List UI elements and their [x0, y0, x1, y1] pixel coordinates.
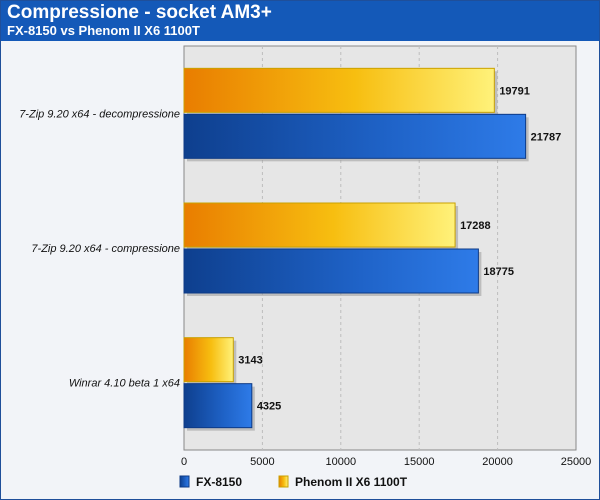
- bar-fx-8150-7-zip-9-20-x64-decompressione: [183, 113, 527, 159]
- x-tick-label: 25000: [561, 456, 592, 468]
- x-tick-label: 0: [181, 456, 187, 468]
- bar-phenom-ii-x6-1100t-7-zip-9-20-x64-decompressione: [183, 67, 495, 113]
- data-label: 18775: [483, 266, 514, 278]
- x-tick-label: 10000: [326, 456, 357, 468]
- data-label: 19791: [499, 85, 530, 97]
- data-label: 21787: [531, 131, 562, 143]
- chart-header: Compressione - socket AM3+ FX-8150 vs Ph…: [1, 1, 599, 41]
- labels: 0 5000 10000 15000 20000 25000 7-Zip 9.20 x64 …: [19, 85, 591, 468]
- data-label: 4325: [257, 401, 281, 413]
- x-tick-label: 20000: [482, 456, 513, 468]
- bar-phenom-ii-x6-1100t-winrar-4-10-beta-1-x64: [183, 337, 234, 383]
- data-label: 3143: [238, 355, 262, 367]
- data-label: 17288: [460, 220, 491, 232]
- category-label: 7-Zip 9.20 x64 - decompressione: [19, 108, 180, 120]
- category-label: 7-Zip 9.20 x64 - compressione: [31, 243, 180, 255]
- chart-title: Compressione - socket AM3+: [7, 2, 272, 23]
- bars: [183, 67, 529, 431]
- chart-subtitle: FX-8150 vs Phenom II X6 1100T: [7, 23, 200, 38]
- bar-phenom-ii-x6-1100t-7-zip-9-20-x64-compressione: [183, 202, 456, 248]
- legend: FX-8150 Phenom II X6 1100T: [179, 475, 408, 489]
- legend-swatch-fx-8150: [179, 475, 190, 488]
- x-tick-label: 5000: [250, 456, 274, 468]
- x-tick-label: 15000: [404, 456, 435, 468]
- category-label: Winrar 4.10 beta 1 x64: [69, 378, 180, 390]
- bar-fx-8150-winrar-4-10-beta-1-x64: [183, 383, 253, 429]
- legend-swatch-phenom-ii-x6-1100t: [278, 475, 289, 488]
- bar-fx-8150-7-zip-9-20-x64-compressione: [183, 248, 479, 294]
- legend-label-fx-8150: FX-8150: [196, 475, 242, 489]
- legend-label-phenom-ii-x6-1100t: Phenom II X6 1100T: [295, 475, 408, 489]
